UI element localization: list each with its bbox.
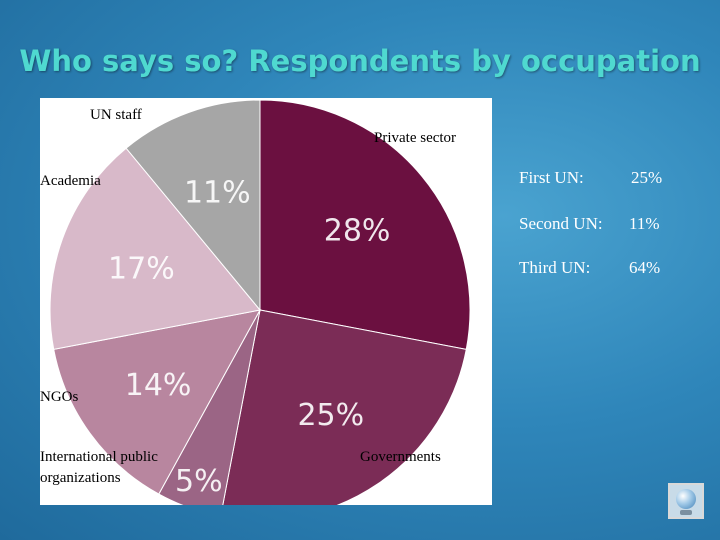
pie-value-label: 25% bbox=[297, 398, 364, 433]
category-label-intl-line2: organizations bbox=[40, 470, 121, 486]
category-label-intl-line1: International public bbox=[40, 449, 158, 465]
stat-label: Second UN: bbox=[519, 214, 603, 233]
stat-value: 11% bbox=[629, 214, 660, 233]
stat-label: First UN: bbox=[519, 168, 584, 187]
pie-value-label: 5% bbox=[175, 464, 223, 499]
category-label-un-staff: UN staff bbox=[90, 107, 142, 123]
pie-value-label: 11% bbox=[184, 175, 251, 210]
category-label-governments: Governments bbox=[360, 449, 441, 465]
pie-chart-panel: 28% 25% 5% 14% 17% 11% UN staff Private secto… bbox=[40, 98, 492, 505]
globe-ball bbox=[676, 489, 696, 509]
pie-value-label: 17% bbox=[108, 251, 175, 286]
pie-value-label: 14% bbox=[125, 368, 192, 403]
pie-slice-governments bbox=[222, 309, 467, 505]
stat-label: Third UN: bbox=[519, 258, 591, 277]
pie-slice-un-staff bbox=[125, 99, 261, 312]
category-label-ngos: NGOs bbox=[40, 389, 79, 405]
pie-slice-academia bbox=[49, 147, 261, 350]
pie-slice-ngos bbox=[53, 309, 261, 495]
globe-stand bbox=[680, 510, 692, 515]
stat-value: 64% bbox=[629, 258, 661, 277]
crystal-globe-icon[interactable] bbox=[668, 483, 704, 519]
pie-slice-private-sector bbox=[259, 99, 471, 350]
category-label-private-sector: Private sector bbox=[374, 130, 457, 146]
stat-value: 25% bbox=[631, 168, 663, 187]
slide-title: Who says so? Respondents by occupation bbox=[19, 44, 701, 78]
category-label-academia: Academia bbox=[40, 173, 101, 189]
pie-value-label: 28% bbox=[324, 214, 391, 249]
pie-chart: 28% 25% 5% 14% 17% 11% bbox=[49, 99, 471, 505]
